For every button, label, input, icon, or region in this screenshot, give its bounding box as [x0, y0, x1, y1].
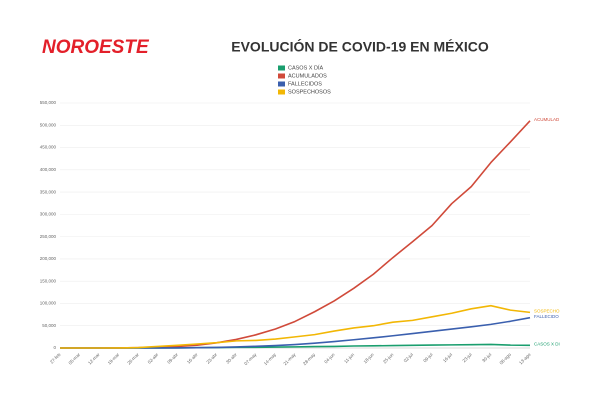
end-label: ACUMULAD: [534, 117, 560, 122]
brand-logo: NOROESTE: [42, 37, 150, 58]
x-tick-label: 14-may: [263, 351, 278, 366]
x-tick-label: 07-may: [243, 351, 258, 366]
y-tick-label: 450,000: [40, 145, 57, 150]
y-tick-label: 400,000: [40, 167, 57, 172]
x-tick-label: 21-may: [282, 351, 297, 366]
legend-swatch: [278, 89, 285, 95]
x-tick-label: 02-jul: [403, 352, 414, 363]
y-tick-label: 200,000: [40, 256, 57, 261]
x-tick-label: 30-jul: [481, 352, 492, 363]
series-line: [60, 120, 531, 349]
end-label: SOSPECHO: [534, 309, 560, 314]
x-tick-label: 30-abr: [225, 352, 238, 365]
end-label: CASOS X DI: [534, 342, 560, 347]
y-tick-label: 250,000: [40, 234, 57, 239]
x-tick-label: 26-mar: [126, 352, 140, 366]
legend-label: CASOS X DÍA: [288, 64, 323, 71]
x-tick-label: 04-jun: [323, 352, 336, 365]
x-tick-label: 12-mar: [87, 352, 101, 366]
legend-label: SOSPECHOSOS: [288, 89, 331, 95]
x-tick-label: 11-jun: [343, 352, 355, 364]
legend-swatch: [278, 81, 285, 87]
x-tick-label: 06-ago: [499, 352, 513, 366]
x-tick-label: 02-abr: [147, 352, 160, 365]
x-tick-label: 18-jun: [362, 352, 375, 365]
x-tick-label: 05-mar: [68, 352, 82, 366]
x-tick-label: 27-feb: [49, 352, 62, 365]
y-tick-label: 50,000: [42, 323, 56, 328]
x-tick-label: 25-jun: [382, 352, 395, 365]
y-tick-label: 0: [53, 345, 56, 350]
legend-swatch: [278, 65, 285, 71]
legend-label: ACUMULADOS: [288, 73, 327, 79]
x-tick-label: 23-abr: [205, 352, 218, 365]
y-tick-label: 350,000: [40, 189, 57, 194]
x-tick-label: 16-jul: [442, 352, 453, 363]
legend-label: FALLECIDOS: [288, 81, 322, 87]
x-tick-label: 23-jul: [461, 352, 472, 363]
y-tick-label: 550,000: [40, 100, 57, 105]
x-tick-label: 28-may: [302, 351, 317, 366]
chart-title: EVOLUCIÓN DE COVID-19 EN MÉXICO: [231, 38, 489, 55]
x-tick-label: 16-abr: [186, 352, 199, 365]
y-tick-label: 150,000: [40, 278, 57, 283]
x-tick-label: 09-abr: [166, 352, 179, 365]
legend-swatch: [278, 73, 285, 79]
end-label: FALLECIDO: [534, 314, 559, 319]
y-tick-label: 300,000: [40, 212, 57, 217]
x-tick-label: 13-ago: [518, 352, 532, 366]
x-tick-label: 19-mar: [107, 352, 121, 366]
x-tick-label: 09-jul: [422, 352, 433, 363]
y-tick-label: 500,000: [40, 122, 57, 127]
series-line: [60, 304, 531, 349]
y-tick-label: 100,000: [40, 301, 57, 306]
